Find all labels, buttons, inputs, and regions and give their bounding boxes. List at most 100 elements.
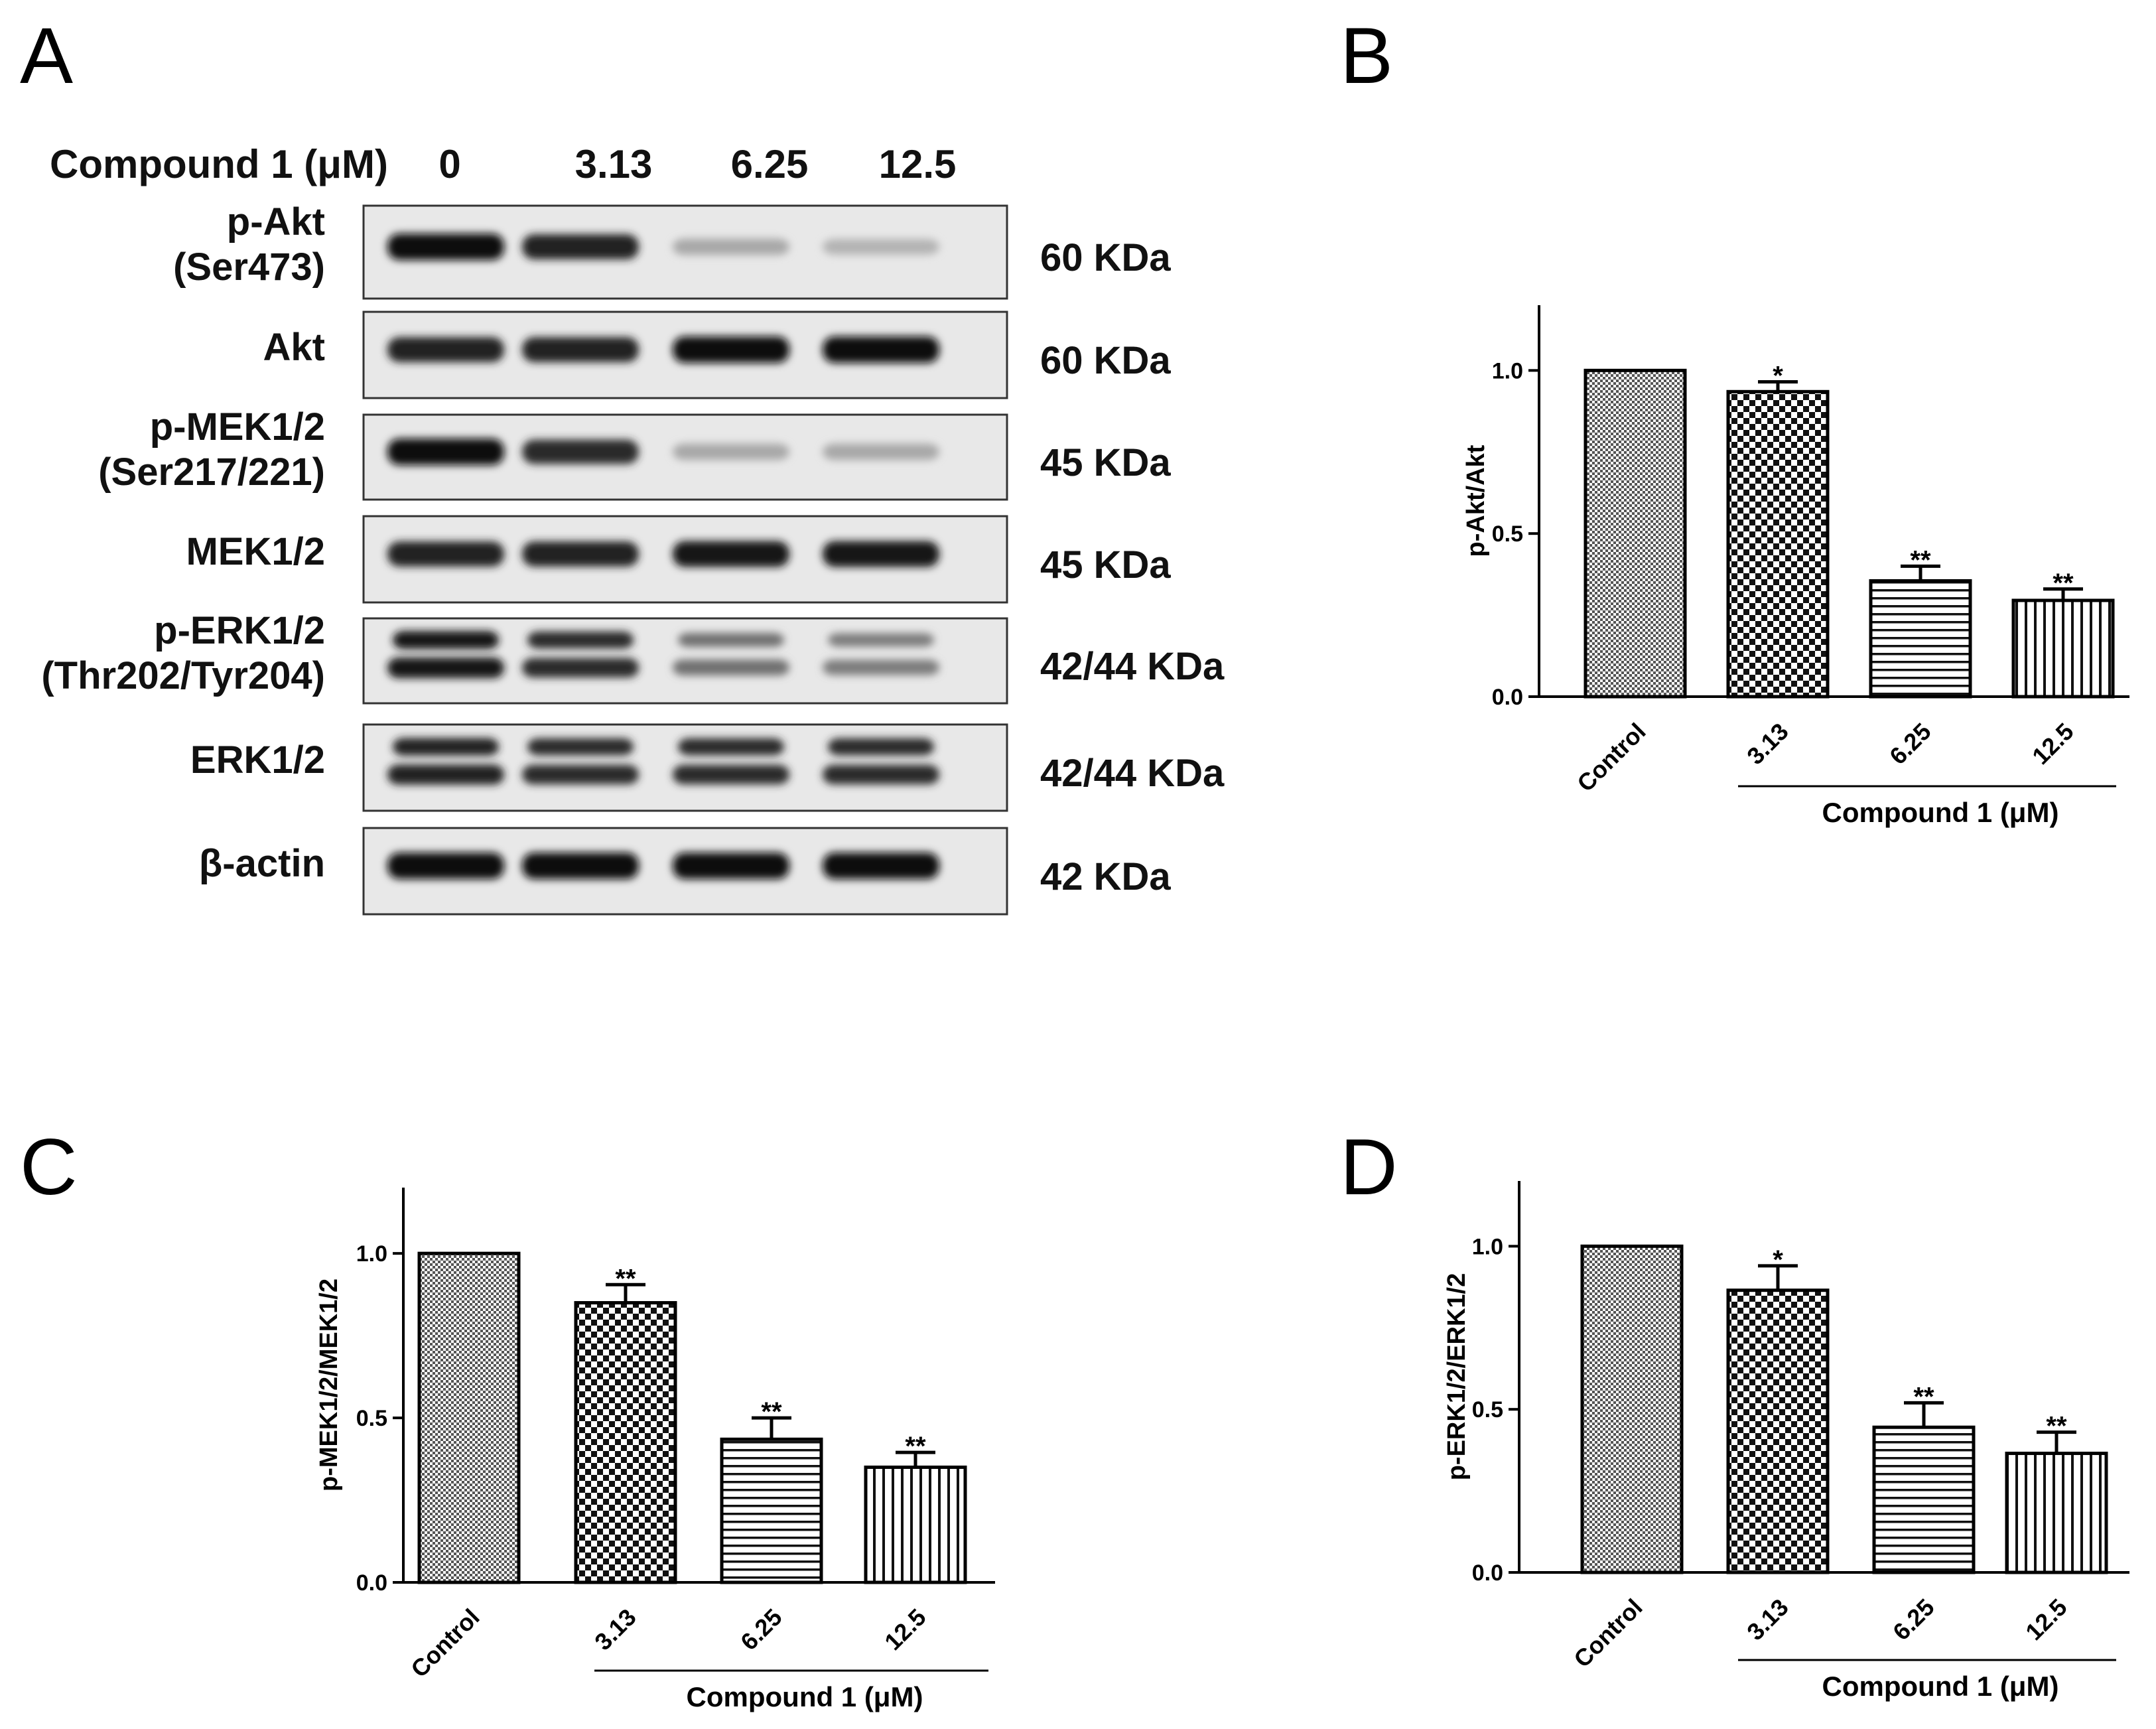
blot-band <box>823 443 939 460</box>
blot-band <box>823 853 939 879</box>
blot-band <box>823 541 939 567</box>
y-axis-label: p-ERK1/2/ERK1/2 <box>1443 1273 1471 1481</box>
blot-row-label: p-Akt <box>227 200 325 243</box>
blot-band <box>673 443 789 460</box>
x-tick-label: 6.25 <box>1887 1594 1940 1646</box>
blot-band <box>527 631 634 649</box>
bar <box>1869 579 1972 699</box>
x-tick-label: 3.13 <box>589 1604 641 1656</box>
blot-band <box>673 659 789 676</box>
group-label: Compound 1 (μM) <box>1822 797 2059 828</box>
blot-concentration-label: 6.25 <box>731 142 809 186</box>
blot-molecular-weight: 45 KDa <box>1040 543 1171 587</box>
group-label: Compound 1 (μM) <box>687 1681 923 1712</box>
blot-band <box>393 738 499 756</box>
x-tick-label: Control <box>405 1604 484 1683</box>
blot-row-label: MEK1/2 <box>186 530 325 573</box>
y-tick-label: 0.5 <box>356 1406 387 1431</box>
x-tick-label: 12.5 <box>2020 1594 2072 1646</box>
significance-marker: ** <box>1910 545 1931 575</box>
blot-row-label: p-MEK1/2 <box>150 405 325 449</box>
y-tick-label: 1.0 <box>356 1241 387 1267</box>
bar <box>1726 389 1830 699</box>
bar <box>2011 598 2115 699</box>
blot-band <box>673 541 789 567</box>
y-tick-label: 0.5 <box>1492 521 1523 547</box>
blot-row: Akt 60 KDa <box>263 311 1171 399</box>
significance-marker: * <box>1773 1245 1783 1275</box>
blot-band <box>823 764 939 785</box>
blot-band <box>387 853 504 879</box>
blot-band <box>522 764 639 785</box>
blot-band <box>678 738 784 756</box>
blot-band <box>823 239 939 255</box>
blot-band <box>673 853 789 879</box>
x-tick-label: 12.5 <box>879 1604 931 1656</box>
chart-b: 0.0 0.5 1.0 p-Akt/Akt Control * 3.13 ** 6.25 ** 12… <box>1462 305 2129 828</box>
blot-band <box>522 337 639 362</box>
blot-row-label: (Thr202/Tyr204) <box>41 654 325 697</box>
y-tick-label: 0.0 <box>1492 685 1523 710</box>
blot-band <box>387 234 504 260</box>
blot-band <box>522 541 639 567</box>
blot-concentration-label: 0 <box>438 142 460 186</box>
blot-band <box>828 738 934 756</box>
y-tick-label: 0.0 <box>1472 1560 1503 1586</box>
x-tick-label: 6.25 <box>735 1604 787 1656</box>
bar <box>864 1465 967 1584</box>
bar <box>417 1251 521 1584</box>
blot-row-label: (Ser473) <box>173 245 325 289</box>
blot-molecular-weight: 42/44 KDa <box>1040 752 1225 795</box>
group-label: Compound 1 (μM) <box>1822 1671 2059 1702</box>
blot-band <box>387 764 504 785</box>
blot-band <box>387 337 504 362</box>
blot-band <box>387 541 504 567</box>
panel-letter-c: C <box>20 1123 78 1211</box>
x-tick-label: 3.13 <box>1741 1594 1794 1646</box>
bar <box>1872 1425 1976 1574</box>
blot-row: MEK1/2 45 KDa <box>186 515 1171 604</box>
bar <box>1580 1244 1684 1574</box>
blot-molecular-weight: 60 KDa <box>1040 339 1171 382</box>
blot-band <box>823 336 939 363</box>
blot-band <box>393 631 499 650</box>
y-tick-label: 0.0 <box>356 1570 387 1596</box>
significance-marker: * <box>1773 362 1783 391</box>
panel-letter-b: B <box>1340 11 1393 100</box>
blot-row-label: β-actin <box>199 842 325 885</box>
bar <box>574 1301 677 1584</box>
blot-band <box>673 764 789 785</box>
y-axis-label: p-Akt/Akt <box>1462 445 1490 557</box>
blot-band <box>522 853 639 879</box>
blot-molecular-weight: 60 KDa <box>1040 236 1171 279</box>
x-tick-label: 12.5 <box>2027 718 2079 770</box>
chart-d: 0.0 0.5 1.0p-ERK1/2/ERK1/2 Control * 3.13 ** 6.… <box>1443 1181 2129 1702</box>
significance-marker: ** <box>905 1432 926 1461</box>
panel-letter-a: A <box>20 11 73 100</box>
blot-band <box>678 632 784 648</box>
bar <box>720 1437 823 1584</box>
significance-marker: ** <box>1913 1382 1934 1411</box>
western-blot-panel: Compound 1 (μM) 0 3.13 6.25 12.5 p-Akt(Ser4… <box>41 142 1225 916</box>
y-axis-label: p-MEK1/2/MEK1/2 <box>315 1279 343 1491</box>
blot-row: p-MEK1/2(Ser217/221) 45 KDa <box>98 405 1171 501</box>
blot-row: p-Akt(Ser473) 60 KDa <box>173 200 1171 300</box>
x-tick-label: Control <box>1572 718 1651 797</box>
blot-row: ERK1/2 42/44 KDa <box>190 723 1225 812</box>
bar <box>2005 1452 2108 1574</box>
blot-molecular-weight: 42 KDa <box>1040 855 1171 898</box>
blot-row: β-actin 42 KDa <box>199 827 1171 916</box>
blot-band <box>387 657 504 679</box>
blot-band <box>673 336 789 363</box>
blot-band <box>673 238 789 255</box>
significance-marker: ** <box>761 1397 782 1426</box>
blot-band <box>828 633 934 647</box>
y-tick-label: 0.5 <box>1472 1397 1503 1422</box>
significance-marker: ** <box>2046 1412 2067 1441</box>
panel-letter-d: D <box>1340 1123 1398 1211</box>
blot-concentration-label: 3.13 <box>575 142 653 186</box>
blot-band <box>387 439 504 465</box>
blot-band <box>522 439 639 464</box>
bar <box>1726 1288 1830 1574</box>
